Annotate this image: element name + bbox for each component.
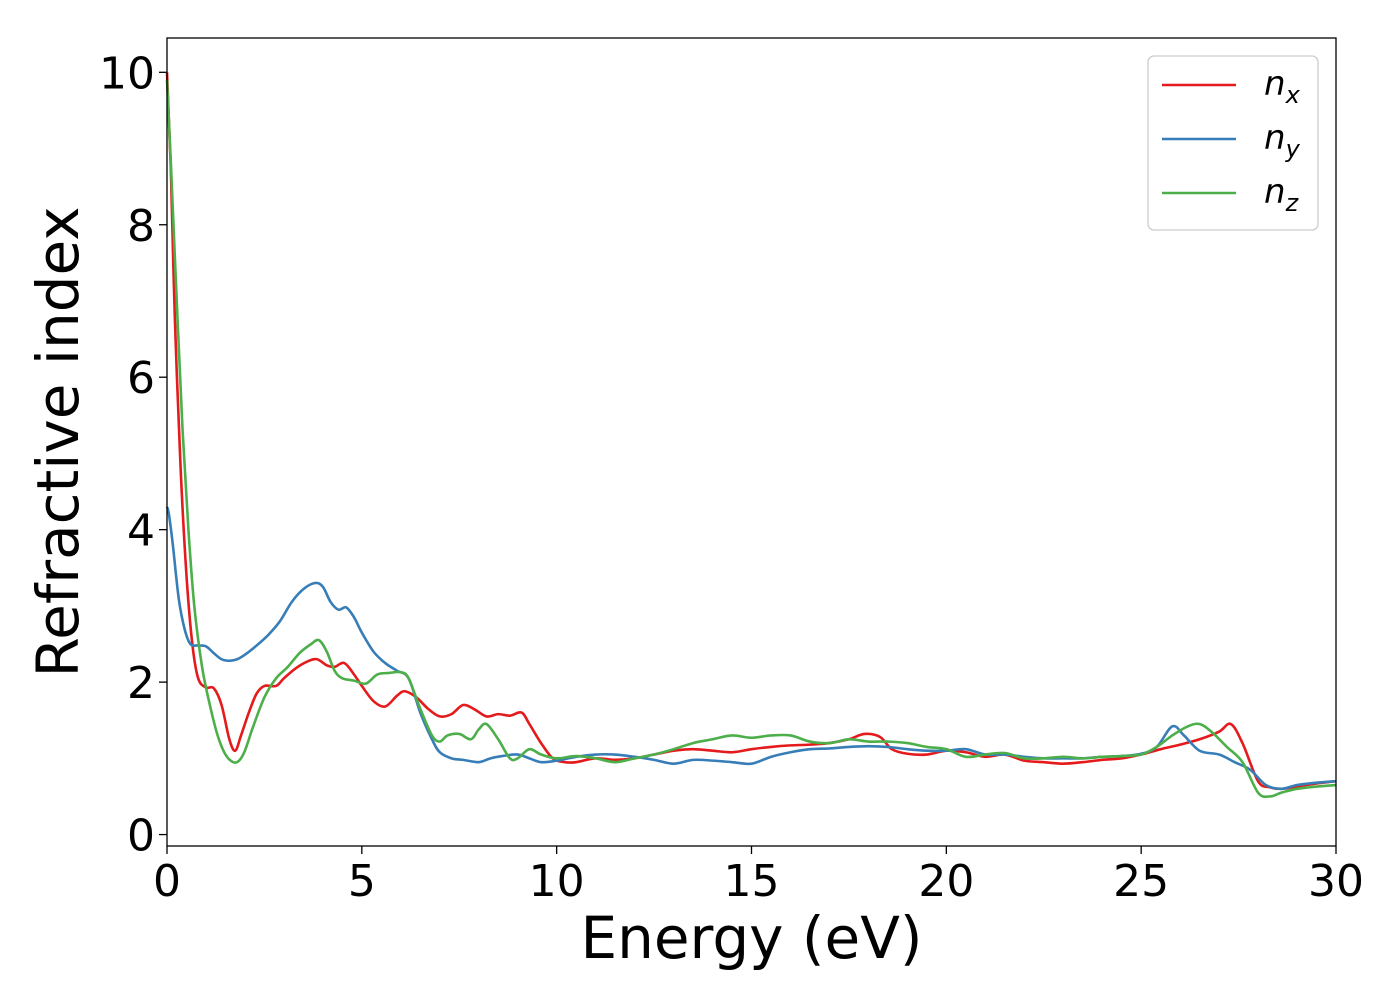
y-axis-ticks: 0 2 4 6 8 10 — [99, 48, 167, 862]
x-tick-label: 20 — [918, 856, 974, 907]
legend-label-nx: nx — [1264, 64, 1301, 109]
x-tick-label: 0 — [153, 856, 181, 907]
legend-box — [1147, 55, 1319, 231]
y-tick-label: 10 — [99, 48, 155, 99]
series-line-nz — [165, 79, 1337, 799]
legend-label-nz: nz — [1264, 172, 1300, 217]
x-tick-label: 5 — [348, 856, 376, 907]
legend: nx ny nz — [1147, 55, 1319, 231]
plot-lines — [165, 72, 1337, 799]
series-line-ny — [165, 506, 1337, 791]
y-tick-label: 0 — [127, 811, 155, 862]
x-axis-title: Energy (eV) — [580, 904, 922, 972]
y-tick-label: 4 — [127, 506, 155, 557]
y-tick-label: 2 — [127, 658, 155, 709]
x-tick-label: 25 — [1113, 856, 1169, 907]
x-tick-label: 30 — [1308, 856, 1364, 907]
x-tick-label: 10 — [529, 856, 585, 907]
x-tick-label: 15 — [724, 856, 780, 907]
x-axis-ticks: 0 5 10 15 20 25 30 — [153, 846, 1364, 907]
legend-label-ny: ny — [1264, 118, 1301, 163]
y-tick-label: 6 — [127, 353, 155, 404]
y-axis-title: Refractive index — [24, 206, 92, 677]
y-tick-label: 8 — [127, 201, 155, 252]
